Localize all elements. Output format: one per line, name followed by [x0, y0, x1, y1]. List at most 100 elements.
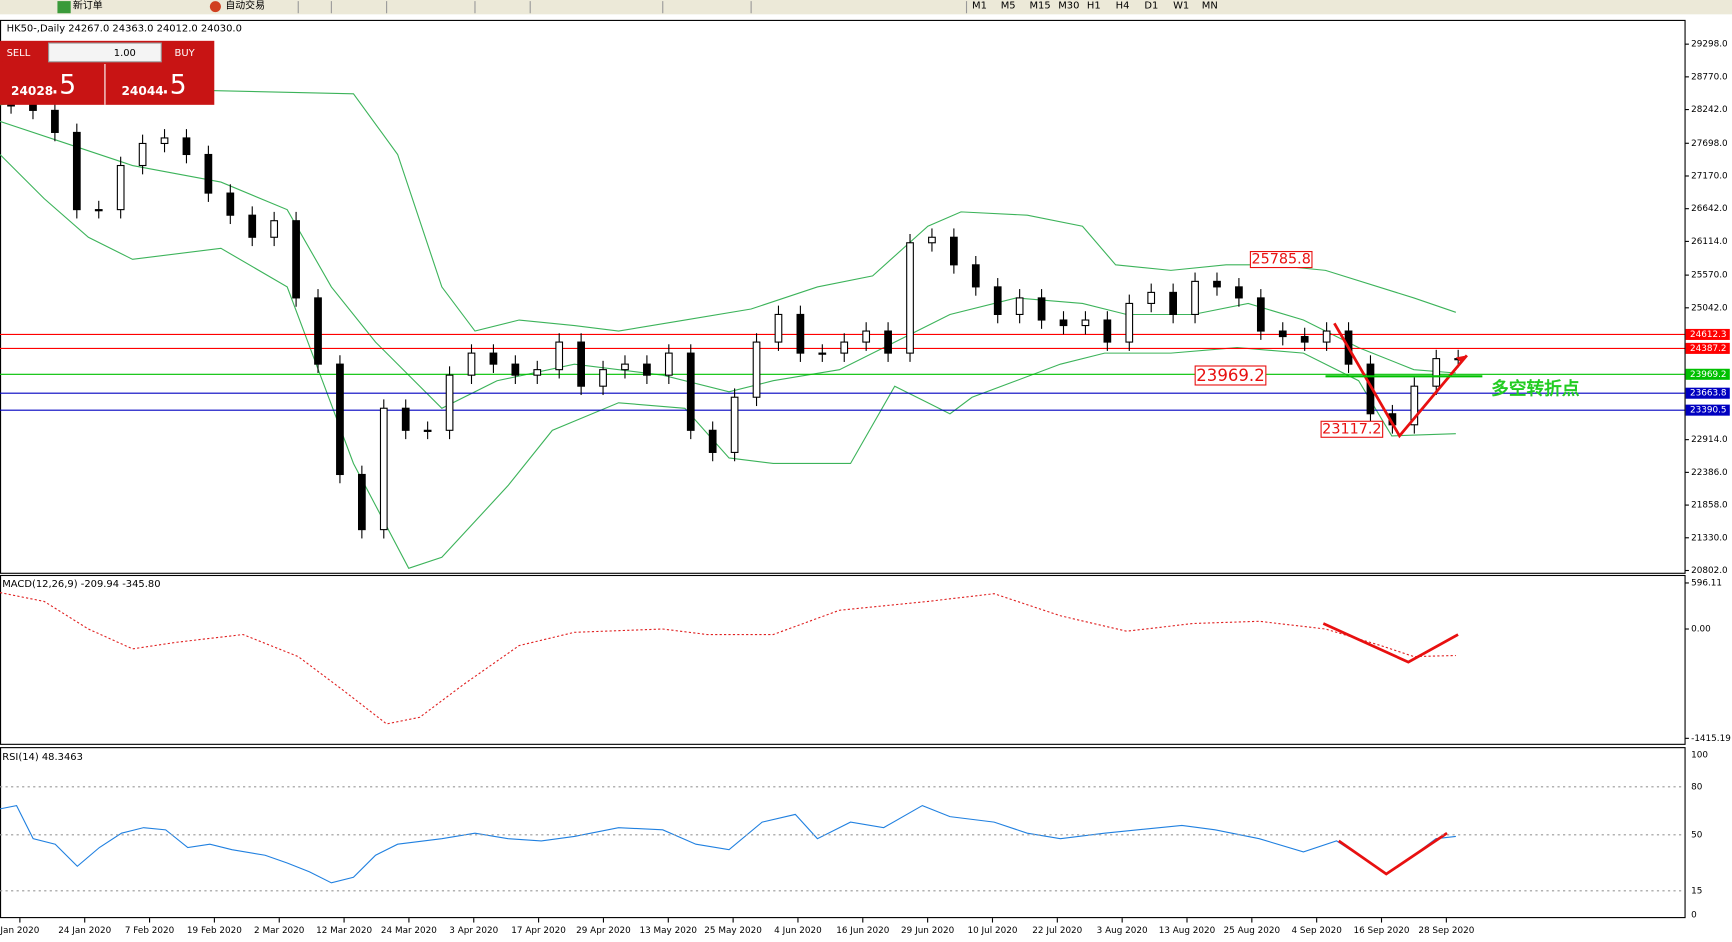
- candle-body: [862, 330, 871, 343]
- candle-body: [511, 363, 520, 376]
- y-tick-label: 22914.0: [1691, 435, 1728, 445]
- timeframe-button[interactable]: D1: [1144, 1, 1158, 12]
- candle-body: [950, 236, 958, 266]
- bollinger-lower: [0, 154, 1456, 569]
- volume-value: 1.00: [114, 48, 136, 59]
- sell-label: SELL: [7, 48, 31, 59]
- timeframe-button[interactable]: MN: [1202, 1, 1218, 12]
- x-tick-label: 29 Apr 2020: [576, 926, 631, 936]
- rsi-tick-label: 80: [1691, 782, 1703, 792]
- price-level-tag: [1685, 368, 1730, 380]
- icon: [57, 1, 71, 14]
- toolbar-auto-trade[interactable]: 自动交易: [209, 0, 265, 13]
- candle-body: [1256, 297, 1265, 332]
- macd-tick-label: -1415.19: [1691, 734, 1731, 744]
- candle-body: [971, 264, 980, 288]
- rsi-line: [0, 804, 1456, 884]
- y-tick-label: 26114.0: [1691, 237, 1728, 247]
- timeframe-button[interactable]: M1: [972, 1, 987, 12]
- timeframe-button[interactable]: H1: [1087, 1, 1101, 12]
- annotation-note: 多空转折点: [1491, 378, 1580, 400]
- annotation-pivot: 23969.2: [1196, 366, 1264, 385]
- timeframe-button[interactable]: W1: [1173, 1, 1189, 12]
- price-level-tag: [1685, 404, 1730, 416]
- y-tick-label: 21858.0: [1691, 501, 1728, 511]
- x-tick-label: 12 Mar 2020: [316, 926, 372, 936]
- x-tick-label: 7 Feb 2020: [125, 926, 175, 936]
- annotation-box: [1194, 365, 1267, 386]
- price-level-label: 23390.5: [1690, 406, 1727, 416]
- rsi-arrow: [1337, 832, 1448, 876]
- candle-body: [796, 313, 805, 354]
- candle-body: [445, 374, 454, 431]
- candle-body: [1432, 358, 1441, 387]
- volume-input[interactable]: [48, 42, 162, 63]
- x-tick-label: 25 Aug 2020: [1224, 926, 1281, 936]
- timeframe-button[interactable]: H4: [1116, 1, 1130, 12]
- ask-main[interactable]: 24044: [122, 84, 164, 98]
- toolbar-separators: [297, 1, 968, 14]
- macd-arrow: [1322, 622, 1459, 664]
- bid-main[interactable]: 24028: [11, 84, 53, 98]
- y-tick-label: 28770.0: [1691, 72, 1728, 82]
- toolbar: [0, 0, 1732, 15]
- candle-body: [489, 352, 498, 365]
- candle-body: [730, 396, 739, 453]
- candle-body: [1322, 330, 1331, 343]
- candle-body: [1015, 297, 1024, 316]
- candle-body: [906, 242, 914, 354]
- timeframe-button[interactable]: M30: [1058, 1, 1079, 12]
- candle-body: [204, 153, 213, 194]
- candle-body: [1410, 385, 1419, 426]
- buy-label[interactable]: BUY: [175, 48, 196, 59]
- price-levels: 24612.3 24387.2 23969.2 23663.8 23390.5: [0, 328, 1730, 416]
- chart-header: HK50-,Daily 24267.0 24363.0 24012.0 2403…: [7, 24, 242, 35]
- candle-body: [928, 236, 936, 244]
- candle-body: [664, 352, 673, 376]
- macd-tick-label: 596.11: [1691, 578, 1722, 588]
- candle-body: [314, 297, 322, 365]
- ask-frac[interactable]: .5: [161, 70, 186, 101]
- timeframe-button[interactable]: M15: [1029, 1, 1050, 12]
- x-tick-label: 24 Jan 2020: [58, 926, 111, 936]
- rsi-pane: [0, 747, 1686, 919]
- candle-body: [379, 407, 388, 531]
- y-tick-label: 29298.0: [1691, 40, 1728, 50]
- candle-body: [1103, 319, 1112, 343]
- bid-frac[interactable]: .5: [51, 70, 76, 101]
- annotation-high: 25785.8: [1252, 252, 1311, 268]
- x-tick-label: 10 Jul 2020: [967, 926, 1017, 936]
- y-tick-label: 21330.0: [1691, 533, 1728, 543]
- x-tick-label: 25 May 2020: [704, 926, 762, 936]
- toolbar-new-order[interactable]: 新订单: [57, 0, 103, 14]
- candle-body: [467, 352, 476, 376]
- button-label: 新订单: [73, 0, 103, 12]
- candle-body: [1125, 302, 1134, 343]
- y-tick-label: 22386.0: [1691, 468, 1728, 478]
- annotations: 25785.8 23969.2 23117.2 多空转折点: [1194, 250, 1580, 438]
- y-tick-label: 25570.0: [1691, 271, 1728, 281]
- macd-pane: [0, 574, 1686, 745]
- candle-body: [357, 473, 366, 531]
- candle-body: [292, 220, 300, 299]
- price-level-label: 23663.8: [1690, 389, 1727, 399]
- candle-body: [72, 131, 81, 211]
- candle-body: [1235, 286, 1243, 299]
- x-tick-label: 4 Jun 2020: [774, 926, 822, 936]
- trend-arrow: [1333, 322, 1468, 439]
- button-label: 自动交易: [225, 0, 265, 12]
- x-tick-label: 19 Feb 2020: [187, 926, 242, 936]
- timeframes: M1 M5 M15 M30 H1 H4 D1 W1 MN: [972, 1, 1218, 12]
- bollinger-middle: [0, 120, 1456, 409]
- timeframe-button[interactable]: M5: [1001, 1, 1016, 12]
- candle-body: [248, 214, 257, 238]
- x-tick-label: 4 Sep 2020: [1291, 926, 1342, 936]
- rsi-tick-label: 0: [1691, 910, 1697, 920]
- x-tick-label: 2 Mar 2020: [254, 926, 305, 936]
- x-tick-label: 16 Jun 2020: [836, 926, 890, 936]
- y-tick-label: 28242.0: [1691, 105, 1728, 115]
- y-tick-label: 25042.0: [1691, 303, 1728, 313]
